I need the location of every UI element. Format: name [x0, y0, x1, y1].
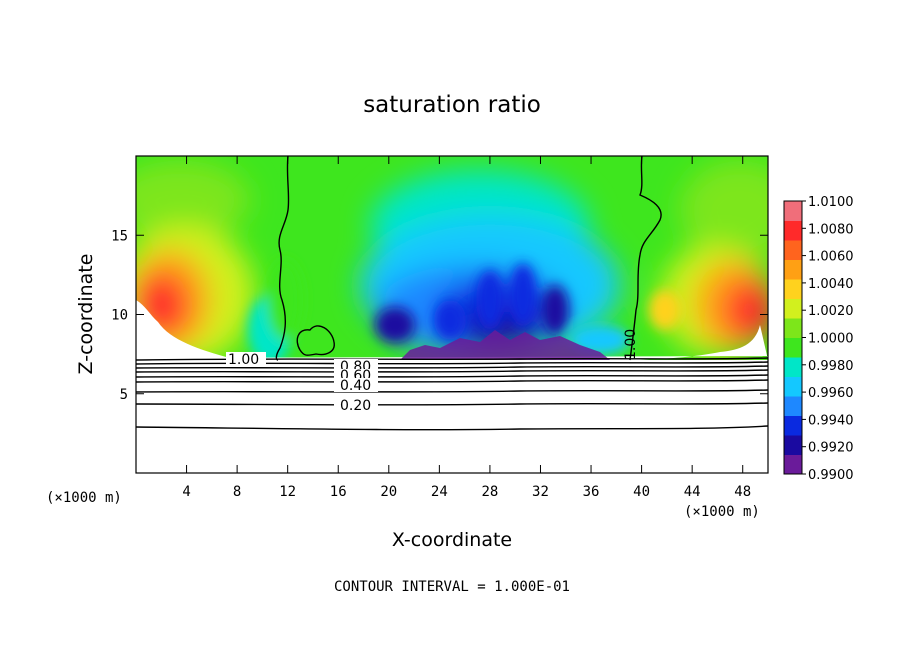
colorbar-swatch	[784, 337, 802, 358]
colorbar-swatch	[784, 279, 802, 299]
terrain-edge	[400, 330, 610, 360]
colorbar-swatch	[784, 435, 802, 455]
colorbar-label: 1.0020	[808, 304, 854, 319]
colorbar-swatch	[784, 240, 802, 260]
x-tick-label: 8	[233, 484, 241, 500]
contour-band-7	[136, 389, 768, 393]
x-axis-unit-left: (×1000 m)	[46, 490, 122, 506]
x-tick-label: 48	[734, 484, 751, 500]
x-tick-label: 4	[182, 484, 190, 500]
contour-label-0-40: 0.40	[340, 378, 371, 394]
contour-band-9	[136, 425, 768, 431]
contour-labels: 1.00 0.80 0.60 0.40 0.20 1.00	[226, 329, 639, 414]
y-tick-label: 5	[120, 387, 128, 403]
colorbar-label: 1.0040	[808, 277, 854, 292]
masked-region	[136, 300, 768, 473]
colorbar-swatch	[784, 454, 802, 475]
contour-loop	[296, 325, 335, 356]
colorbar-label: 1.0060	[808, 250, 854, 265]
contour-label-1-00-left: 1.00	[228, 352, 259, 368]
x-axis-ticks: 4 8 12 16 20 24 28 32 36 40 44 48	[182, 156, 751, 500]
colorbar-swatch	[784, 201, 802, 221]
contour-band-3	[136, 365, 768, 369]
colorbar-label: 0.9960	[808, 386, 854, 401]
colorbar-label: 1.0100	[808, 195, 854, 210]
plot-area	[136, 156, 768, 473]
colorbar-swatch	[784, 298, 802, 319]
x-axis-unit-right: (×1000 m)	[684, 504, 760, 520]
x-tick-label: 32	[532, 484, 549, 500]
contour-line-1-00-right	[629, 156, 662, 361]
y-tick-label: 10	[111, 308, 128, 324]
colorbar-label: 0.9920	[808, 441, 854, 456]
colorbar-swatch	[784, 259, 802, 280]
x-tick-label: 44	[684, 484, 701, 500]
colorbar-swatch	[784, 357, 802, 377]
contour-line-1-00-left	[275, 156, 290, 361]
x-tick-label: 16	[330, 484, 347, 500]
colorbar-swatch	[784, 415, 802, 436]
colorbar-swatch	[784, 318, 802, 338]
colorbar-label: 1.0000	[808, 332, 854, 347]
contour-band-5	[136, 374, 768, 378]
contour-interval-footer: CONTOUR INTERVAL = 1.000E-01	[334, 579, 570, 595]
x-axis-label: X-coordinate	[392, 529, 512, 551]
colorbar-label: 1.0080	[808, 222, 854, 237]
y-axis-label: Z-coordinate	[75, 254, 97, 375]
x-tick-label: 24	[431, 484, 448, 500]
contour-label-1-00-right: 1.00	[623, 329, 639, 360]
x-tick-label: 20	[380, 484, 397, 500]
x-tick-label: 28	[481, 484, 498, 500]
contour-band-4	[136, 369, 768, 373]
colorbar-swatch	[784, 220, 802, 241]
x-tick-label: 40	[633, 484, 650, 500]
colorbar-label: 0.9940	[808, 413, 854, 428]
y-axis-ticks: 5 10 15	[111, 228, 768, 403]
y-tick-label: 15	[111, 228, 128, 244]
chart-title: saturation ratio	[363, 92, 541, 118]
colorbar: 0.9900 0.9920 0.9940 0.9960 0.9980 1.0000 1.00…	[783, 195, 854, 483]
colorbar-label: 0.9900	[808, 468, 854, 483]
contour-band-8	[136, 402, 768, 406]
x-tick-label: 12	[279, 484, 296, 500]
colorbar-label: 0.9980	[808, 359, 854, 374]
contour-band-6	[136, 379, 768, 383]
contour-label-0-20: 0.20	[340, 398, 371, 414]
colorbar-swatch	[784, 396, 802, 416]
colorbar-swatch	[784, 376, 802, 397]
saturation-field-detail	[248, 260, 681, 365]
x-tick-label: 36	[583, 484, 600, 500]
